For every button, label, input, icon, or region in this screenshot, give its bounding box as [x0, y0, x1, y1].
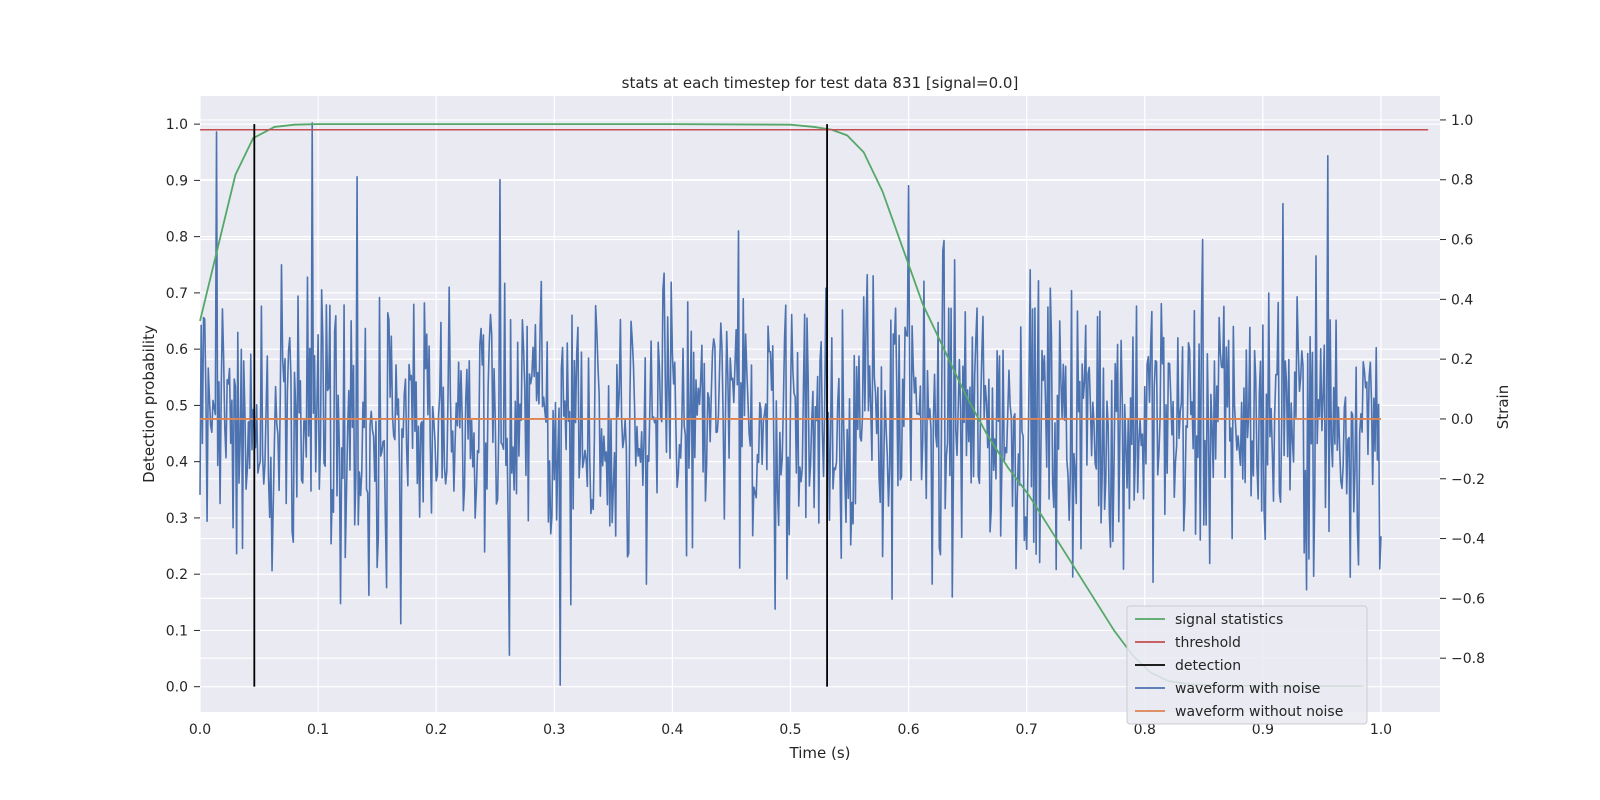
y-axis-label-left: Detection probability	[140, 325, 158, 483]
x-tick-label-10: 1.0	[1370, 722, 1392, 738]
y-left-tick-label-1: 0.1	[166, 623, 188, 639]
y-left-tick-label-2: 0.2	[166, 567, 188, 583]
chart-title: stats at each timestep for test data 831…	[622, 74, 1019, 92]
y-left-tick-label-5: 0.5	[166, 398, 188, 414]
x-tick-label-2: 0.2	[425, 722, 447, 738]
y-left-tick-label-3: 0.3	[166, 511, 188, 527]
y-left-tick-label-0: 0.0	[166, 680, 188, 696]
axes-layer: 0.0 0.1 0.2 0.3 0.4 0.5 0.6 0.7 0.8 0.9 1.0 0.0 0.1 0…	[166, 113, 1485, 738]
y-right-tick-label-1: −0.6	[1451, 591, 1485, 607]
y-right-tick-label-8: 0.8	[1451, 173, 1473, 189]
y-right-tick-label-7: 0.6	[1451, 233, 1473, 249]
legend-box	[1126, 605, 1368, 725]
x-tick-label-5: 0.5	[779, 722, 801, 738]
y-right-tick-label-0: −0.8	[1451, 651, 1485, 667]
x-axis-label: Time (s)	[789, 744, 851, 762]
x-tick-label-7: 0.7	[1016, 722, 1038, 738]
y-left-tick-label-10: 1.0	[166, 117, 188, 133]
x-tick-label-9: 0.9	[1252, 722, 1274, 738]
x-tick-label-4: 0.4	[661, 722, 683, 738]
y-left-tick-label-7: 0.7	[166, 286, 188, 302]
x-tick-label-0: 0.0	[189, 722, 211, 738]
x-tick-label-1: 0.1	[307, 722, 329, 738]
x-tick-label-6: 0.6	[897, 722, 919, 738]
y-right-tick-label-5: 0.2	[1451, 352, 1473, 368]
y-left-tick-label-4: 0.4	[166, 455, 188, 471]
legend-label-1: threshold	[1175, 635, 1241, 651]
series-waveform-with-noise	[199, 122, 1382, 686]
legend-label-2: detection	[1175, 658, 1241, 674]
legend-label-4: waveform without noise	[1175, 704, 1343, 720]
legend-label-0: signal statistics	[1175, 612, 1283, 628]
x-tick-label-3: 0.3	[543, 722, 565, 738]
legend: signal statistics threshold detection wavef…	[1126, 605, 1368, 725]
y-right-tick-label-9: 1.0	[1451, 113, 1473, 129]
legend-label-3: waveform with noise	[1175, 681, 1320, 697]
y-left-tick-label-9: 0.9	[166, 173, 188, 189]
y-right-tick-label-6: 0.4	[1451, 292, 1473, 308]
x-tick-label-8: 0.8	[1134, 722, 1156, 738]
y-left-tick-label-8: 0.8	[166, 230, 188, 246]
y-axis-label-right: Strain	[1494, 385, 1512, 429]
y-right-tick-label-3: −0.2	[1451, 472, 1485, 488]
y-left-tick-label-6: 0.6	[166, 342, 188, 358]
y-right-tick-label-4: 0.0	[1451, 412, 1473, 428]
y-right-tick-label-2: −0.4	[1451, 532, 1485, 548]
